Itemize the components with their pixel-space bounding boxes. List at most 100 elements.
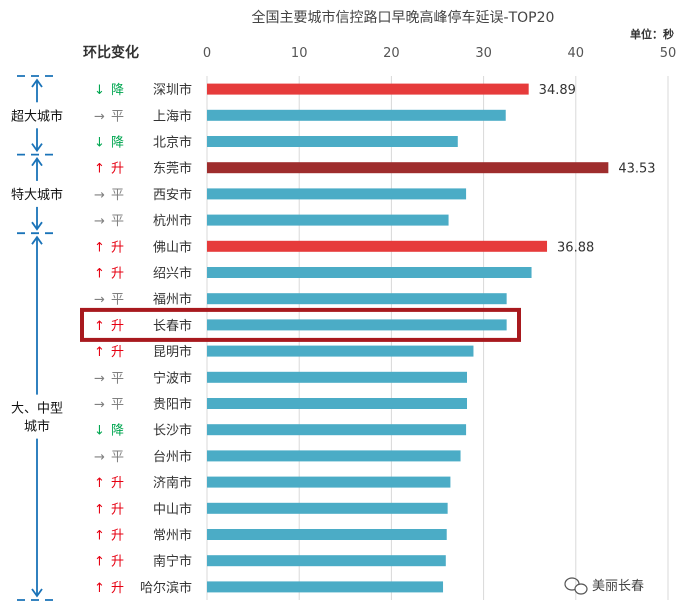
change-text: 升 xyxy=(111,319,124,334)
arrowhead xyxy=(31,235,43,245)
x-tick-label: 20 xyxy=(383,46,400,61)
change-text: 升 xyxy=(111,162,124,177)
change-arrow: ↑ xyxy=(94,502,105,517)
change-arrow: ↑ xyxy=(94,529,105,544)
bar xyxy=(207,476,451,488)
chart-title: 全国主要城市信控路口早晚高峰停车延误-TOP20 xyxy=(252,9,555,26)
change-text: 升 xyxy=(111,502,124,517)
change-arrow: ↑ xyxy=(94,581,105,596)
bar xyxy=(207,240,548,252)
x-tick-label: 30 xyxy=(475,46,492,61)
bar xyxy=(207,345,474,357)
category-label: 深圳市 xyxy=(153,82,192,98)
data-label: 34.89 xyxy=(539,83,576,98)
change-text: 升 xyxy=(111,345,124,360)
change-text: 降 xyxy=(111,136,124,151)
change-text: 降 xyxy=(111,83,124,98)
change-arrow: → xyxy=(94,109,105,124)
change-text: 平 xyxy=(111,188,124,203)
change-text: 升 xyxy=(111,555,124,570)
arrowhead xyxy=(31,143,43,153)
bar xyxy=(207,267,532,278)
bar xyxy=(207,529,447,540)
bar xyxy=(207,581,444,593)
bar xyxy=(207,83,529,95)
change-text: 平 xyxy=(111,371,124,386)
category-label: 台州市 xyxy=(153,449,192,465)
change-text: 降 xyxy=(111,424,124,439)
change-text: 平 xyxy=(111,398,124,413)
bar xyxy=(207,398,468,409)
bar xyxy=(207,319,507,331)
change-text: 平 xyxy=(111,293,124,308)
category-label: 福州市 xyxy=(153,292,192,308)
bar xyxy=(207,162,609,174)
category-label: 上海市 xyxy=(153,108,192,124)
group-label: 特大城市 xyxy=(11,187,63,203)
change-arrow: → xyxy=(94,214,105,229)
change-arrow: → xyxy=(94,188,105,203)
bars xyxy=(207,83,609,593)
bar xyxy=(207,450,461,462)
change-text: 平 xyxy=(111,450,124,465)
arrowhead xyxy=(31,221,43,231)
arrowhead xyxy=(31,78,43,88)
change-arrow: → xyxy=(94,293,105,308)
change-arrow: ↑ xyxy=(94,162,105,177)
bar xyxy=(207,371,468,383)
x-tick-labels: 0 10 20 30 40 50 xyxy=(203,46,676,61)
category-label: 常州市 xyxy=(153,528,192,544)
category-label: 贵阳市 xyxy=(153,397,192,413)
group-label: 城市 xyxy=(24,419,50,435)
category-label: 佛山市 xyxy=(153,239,192,255)
arrowhead xyxy=(31,157,43,167)
bar xyxy=(207,293,507,305)
change-header: 环比变化 xyxy=(83,44,139,61)
bar xyxy=(207,555,446,567)
change-arrow: ↑ xyxy=(94,555,105,570)
bar xyxy=(207,109,506,121)
change-arrow: ↓ xyxy=(94,424,105,439)
category-label: 昆明市 xyxy=(153,344,192,360)
change-text: 升 xyxy=(111,581,124,596)
highlight-box xyxy=(80,307,521,342)
change-text: 升 xyxy=(111,240,124,255)
change-arrow: ↓ xyxy=(94,136,105,151)
watermark-text: 美丽长春 xyxy=(592,579,644,594)
change-arrow: ↓ xyxy=(94,83,105,98)
bar xyxy=(207,188,467,200)
bar xyxy=(207,214,449,226)
bar xyxy=(207,136,458,147)
change-text: 升 xyxy=(111,529,124,544)
group-label: 超大城市 xyxy=(11,108,63,124)
change-arrow: → xyxy=(94,371,105,386)
change-arrow: → xyxy=(94,450,105,465)
category-label: 绍兴市 xyxy=(153,266,192,282)
change-arrow: ↑ xyxy=(94,476,105,491)
category-label: 东莞市 xyxy=(153,161,192,177)
change-text: 升 xyxy=(111,267,124,282)
group-label: 大、中型 xyxy=(11,402,63,417)
data-label: 36.88 xyxy=(557,240,594,255)
data-label: 43.53 xyxy=(618,162,655,177)
x-tick-label: 50 xyxy=(660,46,677,61)
category-label: 济南市 xyxy=(153,475,192,491)
category-label: 长春市 xyxy=(153,318,192,334)
arrowhead xyxy=(31,588,43,598)
watermark: 美丽长春 xyxy=(564,577,644,595)
category-label: 长沙市 xyxy=(153,423,192,439)
category-label: 哈尔滨市 xyxy=(140,580,192,596)
x-tick-label: 10 xyxy=(291,46,308,61)
unit-label: 单位：秒 xyxy=(630,27,674,41)
category-label: 中山市 xyxy=(153,501,192,517)
category-label: 南宁市 xyxy=(153,554,192,570)
bar xyxy=(207,502,448,514)
x-tick-label: 40 xyxy=(568,46,585,61)
change-text: 平 xyxy=(111,109,124,124)
category-label: 宁波市 xyxy=(153,370,192,386)
change-text: 升 xyxy=(111,476,124,491)
x-tick-label: 0 xyxy=(203,46,211,61)
